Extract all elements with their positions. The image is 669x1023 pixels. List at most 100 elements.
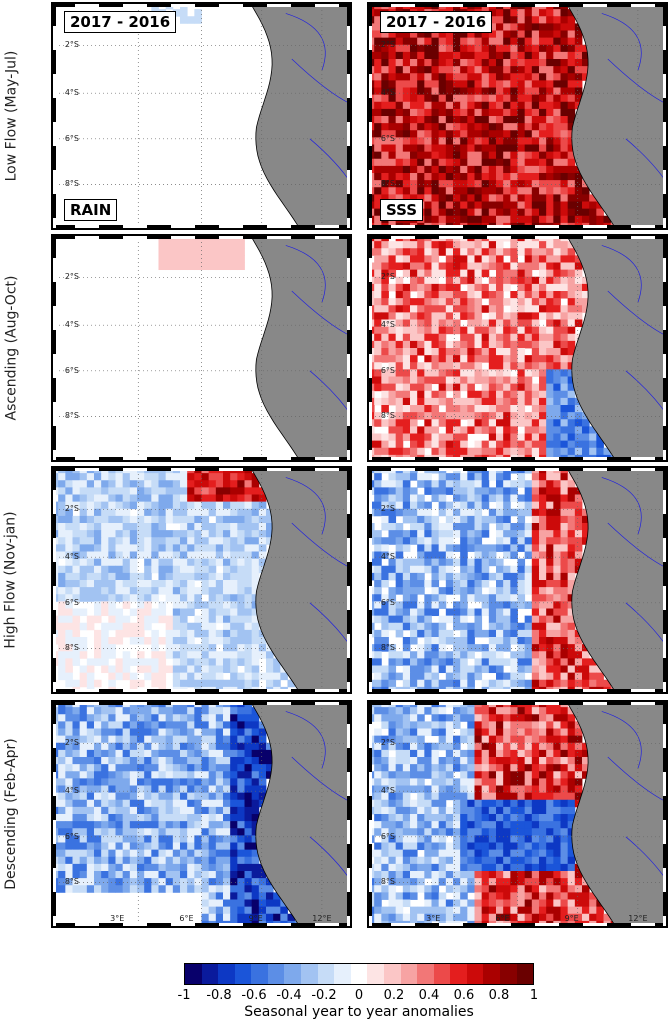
anomaly-cell xyxy=(474,594,483,602)
anomaly-cell xyxy=(510,66,518,74)
anomaly-cell xyxy=(431,94,440,103)
anomaly-cell xyxy=(445,208,454,217)
anomaly-cell xyxy=(244,735,253,744)
anomaly-cell xyxy=(567,222,576,230)
anomaly-cell xyxy=(165,878,174,886)
anomaly-cell xyxy=(546,587,554,595)
anomaly-cell xyxy=(137,587,145,595)
anomaly-cell xyxy=(115,785,124,794)
anomaly-cell xyxy=(560,255,569,263)
anomaly-cell xyxy=(129,658,138,666)
anomaly-cell xyxy=(65,842,73,851)
anomaly-cell xyxy=(94,580,102,588)
anomaly-cell xyxy=(374,679,382,688)
anomaly-cell xyxy=(381,390,389,399)
anomaly-cell xyxy=(65,622,73,631)
anomaly-cell xyxy=(137,466,145,474)
anomaly-cell xyxy=(151,856,159,865)
anomaly-cell xyxy=(51,728,59,737)
anomaly-cell xyxy=(510,405,518,413)
anomaly-cell xyxy=(115,501,124,510)
anomaly-cell xyxy=(524,412,533,420)
anomaly-cell xyxy=(531,447,540,456)
anomaly-cell xyxy=(137,615,145,624)
anomaly-cell xyxy=(517,362,526,370)
anomaly-cell xyxy=(417,108,425,117)
anomaly-cell xyxy=(560,608,569,617)
anomaly-cell xyxy=(194,856,202,865)
anomaly-cell xyxy=(58,835,66,843)
anomaly-cell xyxy=(582,530,590,538)
anomaly-cell xyxy=(503,466,511,474)
anomaly-cell xyxy=(431,757,440,765)
anomaly-cell xyxy=(453,116,461,124)
anomaly-cell xyxy=(237,778,245,786)
anomaly-cell xyxy=(524,587,533,595)
anomaly-cell xyxy=(258,899,267,908)
anomaly-cell xyxy=(546,742,554,751)
anomaly-cell xyxy=(374,594,382,602)
anomaly-cell xyxy=(524,721,533,729)
anomaly-cell xyxy=(467,30,475,39)
anomaly-cell xyxy=(410,601,418,609)
anomaly-cell xyxy=(367,572,375,581)
anomaly-cell xyxy=(65,515,73,524)
anomaly-cell xyxy=(165,707,174,715)
anomaly-cell xyxy=(481,319,490,328)
anomaly-cell xyxy=(201,871,210,879)
anomaly-cell xyxy=(410,137,418,145)
anomaly-cell xyxy=(431,59,440,67)
anomaly-cell xyxy=(546,241,554,249)
anomaly-cell xyxy=(158,565,167,574)
anomaly-cell xyxy=(381,376,389,385)
anomaly-cell xyxy=(438,291,447,299)
anomaly-cell xyxy=(417,305,425,313)
anomaly-cell xyxy=(510,319,518,328)
anomaly-cell xyxy=(94,629,102,638)
anomaly-cell xyxy=(560,108,569,117)
anomaly-cell xyxy=(165,544,174,552)
anomaly-cell xyxy=(367,665,375,674)
anomaly-cell xyxy=(158,494,167,503)
anomaly-cell xyxy=(567,440,576,449)
anomaly-cell xyxy=(129,629,138,638)
anomaly-cell xyxy=(158,466,167,474)
anomaly-cell xyxy=(367,487,375,495)
anomaly-cell xyxy=(481,234,490,242)
anomaly-cell xyxy=(517,397,526,406)
anomaly-cell xyxy=(410,594,418,602)
anomaly-cell xyxy=(65,629,73,638)
anomaly-cell xyxy=(481,594,490,602)
anomaly-cell xyxy=(496,66,504,74)
anomaly-cell xyxy=(560,340,569,349)
anomaly-cell xyxy=(58,792,66,801)
anomaly-cell xyxy=(201,551,210,560)
anomaly-cell xyxy=(517,530,526,538)
anomaly-cell xyxy=(237,714,245,722)
anomaly-cell xyxy=(503,658,511,666)
anomaly-cell xyxy=(445,447,454,456)
anomaly-cell xyxy=(553,419,561,427)
anomaly-cell xyxy=(158,234,167,242)
anomaly-cell xyxy=(560,222,569,230)
anomaly-cell xyxy=(58,742,66,751)
anomaly-cell xyxy=(187,523,195,531)
anomaly-cell xyxy=(517,735,526,744)
anomaly-cell xyxy=(395,326,404,335)
anomaly-cell xyxy=(151,523,159,531)
anomaly-cell xyxy=(230,863,238,872)
sss-anomaly-field xyxy=(367,466,668,694)
anomaly-cell xyxy=(510,222,518,230)
anomaly-cell xyxy=(201,835,210,843)
anomaly-cell xyxy=(165,728,174,737)
anomaly-cell xyxy=(496,101,504,110)
anomaly-cell xyxy=(438,622,447,631)
anomaly-cell xyxy=(158,821,167,829)
anomaly-cell xyxy=(417,30,425,39)
anomaly-cell xyxy=(158,241,167,249)
anomaly-cell xyxy=(524,208,533,217)
anomaly-cell xyxy=(560,515,569,524)
anomaly-cell xyxy=(402,326,411,335)
anomaly-cell xyxy=(137,651,145,659)
anomaly-cell xyxy=(496,728,504,737)
